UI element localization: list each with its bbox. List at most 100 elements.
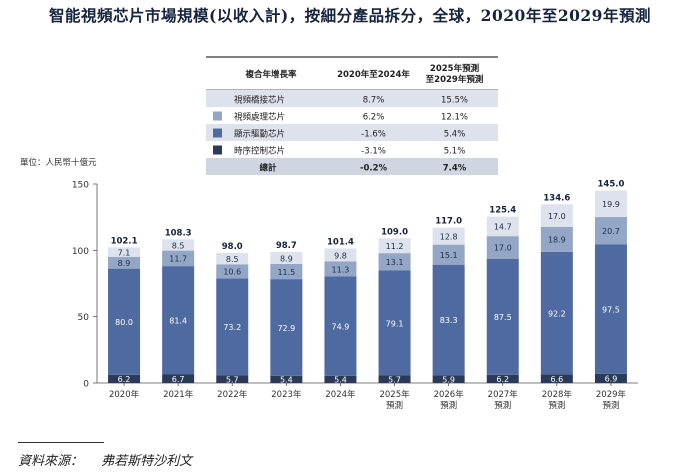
bar-segment-value: 92.2 (548, 309, 566, 318)
bar-segment-value: 81.4 (169, 316, 187, 325)
bar-segment-value: 6.7 (172, 375, 185, 384)
bar-segment-bridge (540, 204, 573, 227)
y-tick-label: 0 (83, 380, 89, 390)
bar-segment-value: 17.0 (494, 244, 512, 253)
bar-total-label: 134.6 (543, 193, 570, 203)
bar-segment-value: 79.1 (386, 319, 404, 328)
bar-segment-value: 19.9 (602, 200, 620, 209)
x-tick-label: 預測 (602, 400, 619, 411)
bar-segment-value: 13.1 (386, 258, 404, 267)
source-name: 弗若斯特沙利文 (101, 454, 193, 469)
x-tick-label: 預測 (494, 400, 511, 411)
x-tick-label: 2029年 (596, 389, 627, 400)
bar-total-label: 125.4 (489, 206, 516, 216)
table-total-cagr-2025-2029: 7.4% (443, 164, 467, 174)
bar-segment-value: 5.7 (226, 376, 239, 385)
x-tick-label: 2024年 (325, 389, 356, 400)
bar-segment-timing (108, 374, 141, 383)
bar-segment-value: 9.8 (334, 251, 347, 260)
x-tick-label: 2027年 (488, 389, 519, 400)
bar-total-label: 101.4 (327, 237, 354, 247)
legend-swatch-timing (213, 145, 222, 155)
bar-segment-value: 11.7 (169, 255, 187, 264)
bar-segment-bridge (594, 190, 627, 218)
y-tick-label: 50 (78, 313, 90, 323)
x-tick-label: 預測 (548, 400, 565, 411)
bar-segment-value: 14.7 (494, 223, 512, 232)
bar-segment-bridge (108, 247, 141, 257)
bar-segment-display (540, 251, 573, 375)
bar-segment-value: 20.7 (602, 227, 620, 236)
bar-segment-value: 11.2 (386, 242, 404, 251)
legend-label: 時序控制芯片 (234, 146, 285, 157)
source-label: 資料來源： (18, 454, 84, 469)
bar-segment-bridge (378, 238, 411, 254)
bar-segment-value: 5.4 (334, 376, 347, 385)
table-cagr-2025-2029: 15.5% (441, 96, 468, 106)
bar-segment-processing (378, 253, 411, 271)
legend-label: 視頻處理芯片 (234, 112, 285, 123)
bar-segment-timing (324, 375, 357, 383)
table-row-shade (206, 90, 498, 107)
legend-swatch-display (213, 128, 222, 138)
bar-segment-processing (324, 261, 357, 277)
table-row-shade (206, 124, 498, 141)
x-tick-label: 2023年 (271, 389, 302, 400)
table-cagr-2020-2024: -3.1% (361, 147, 386, 157)
table-header-period2-line2: 至2029年預測 (426, 74, 484, 85)
table-cagr-2025-2029: 5.1% (444, 147, 466, 157)
bar-segment-display (486, 258, 519, 375)
bar-segment-value: 8.9 (280, 254, 293, 263)
bar-segment-value: 83.3 (440, 316, 458, 325)
table-total-cagr-2020-2024: -0.2% (360, 164, 388, 174)
bar-segment-bridge (486, 216, 519, 237)
bar-segment-value: 7.1 (118, 248, 131, 257)
x-tick-label: 預測 (440, 400, 457, 411)
bar-segment-bridge (324, 248, 357, 262)
bar-segment-timing (162, 374, 195, 383)
bar-segment-value: 6.6 (550, 375, 563, 384)
bar-segment-value: 72.9 (277, 324, 295, 333)
source-note: 資料來源： 弗若斯特沙利文 (18, 450, 192, 469)
x-tick-label: 2028年 (542, 389, 573, 400)
bar-segment-display (216, 278, 249, 376)
bar-segment-bridge (432, 227, 465, 245)
bar-segment-display (162, 266, 195, 375)
table-header-period2-line1: 2025年預測 (430, 63, 480, 74)
bar-total-label: 98.0 (222, 242, 243, 252)
bar-segment-bridge (270, 252, 303, 264)
bar-segment-processing (432, 244, 465, 265)
bar-segment-value: 97.5 (602, 305, 620, 314)
table-cagr-2020-2024: 6.2% (363, 113, 385, 123)
x-tick-label: 2026年 (434, 389, 465, 400)
bar-segment-processing (540, 226, 573, 252)
x-tick-label: 2025年 (379, 389, 410, 400)
legend-swatch-bridge (213, 94, 222, 104)
bar-segment-display (324, 276, 357, 376)
bar-segment-value: 74.9 (332, 322, 350, 331)
table-total-label: 總計 (259, 163, 277, 174)
bar-segment-bridge (216, 252, 249, 265)
y-axis-unit-label: 單位：人民幣十億元 (20, 157, 97, 168)
bar-segment-bridge (162, 239, 195, 251)
bar-total-label: 108.3 (165, 228, 192, 238)
bar-segment-processing (270, 263, 303, 280)
bar-segment-display (594, 244, 627, 374)
bar-segment-value: 12.8 (440, 232, 458, 241)
bar-segment-processing (108, 256, 141, 269)
table-cagr-2020-2024: 8.7% (363, 96, 385, 106)
bar-total-label: 98.7 (276, 241, 297, 251)
bar-segment-timing (270, 375, 303, 383)
bar-segment-value: 15.1 (440, 251, 458, 260)
bar-segment-timing (378, 375, 411, 383)
source-divider (18, 442, 104, 443)
bar-segment-value: 6.2 (118, 375, 131, 384)
bar-segment-value: 87.5 (494, 313, 512, 322)
bar-segment-timing (594, 373, 627, 383)
table-cagr-2025-2029: 12.1% (441, 113, 468, 123)
bar-segment-processing (162, 250, 195, 267)
bar-segment-value: 5.4 (280, 376, 293, 385)
bar-segment-value: 5.7 (388, 376, 401, 385)
legend-swatch-processing (213, 111, 222, 121)
bar-segment-processing (216, 264, 249, 279)
